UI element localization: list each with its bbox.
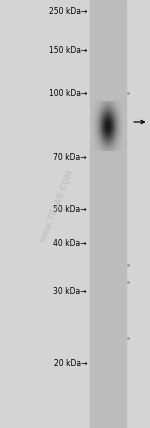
Bar (90, 0, 126, 428)
Text: 50 kDa→: 50 kDa→ (53, 205, 87, 214)
Text: 70 kDa→: 70 kDa→ (53, 153, 87, 162)
Text: 40 kDa→: 40 kDa→ (53, 238, 87, 248)
Text: 100 kDa→: 100 kDa→ (49, 89, 87, 98)
Text: 250 kDa→: 250 kDa→ (49, 7, 87, 17)
Text: 30 kDa→: 30 kDa→ (53, 286, 87, 296)
Text: 20 kDa→: 20 kDa→ (54, 359, 87, 369)
Text: 150 kDa→: 150 kDa→ (49, 46, 87, 55)
Text: www.TGLAB.COM: www.TGLAB.COM (38, 167, 76, 244)
